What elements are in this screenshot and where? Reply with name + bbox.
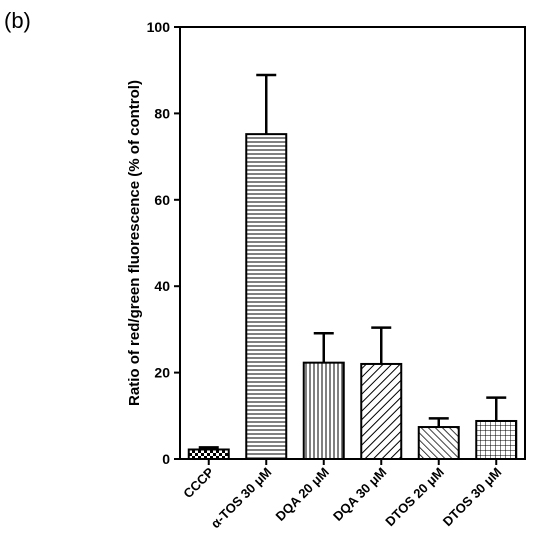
x-category-label: DQA 30 μM <box>330 465 389 524</box>
y-tick-label: 80 <box>154 105 170 121</box>
bar-3 <box>302 361 345 460</box>
bar-5 <box>417 426 460 461</box>
x-category-label: CCCP <box>180 464 217 501</box>
y-tick-label: 60 <box>154 192 170 208</box>
y-tick-label: 0 <box>162 451 170 467</box>
x-category-label: DTOS 30 μM <box>440 465 505 530</box>
y-axis: 0 20 40 60 80 100 <box>147 19 180 467</box>
y-tick-label: 40 <box>154 278 170 294</box>
error-bars-group <box>198 73 507 450</box>
bars-group <box>187 133 518 461</box>
bar-1 <box>187 448 230 461</box>
bar-4 <box>360 362 403 460</box>
x-category-label: DQA 20 μM <box>273 465 332 524</box>
bar-2 <box>245 133 288 461</box>
x-category-label: α-TOS 30 μM <box>208 465 275 532</box>
x-category-label: DTOS 20 μM <box>382 465 447 530</box>
plot-border <box>179 26 526 460</box>
bar-6 <box>475 419 518 461</box>
y-axis-title: Ratio of red/green fluorescence (% of co… <box>126 80 143 406</box>
panel-label: (b) <box>4 8 31 33</box>
y-tick-label: 100 <box>147 19 171 35</box>
y-tick-label: 20 <box>154 365 170 381</box>
plot-frame <box>179 26 526 460</box>
